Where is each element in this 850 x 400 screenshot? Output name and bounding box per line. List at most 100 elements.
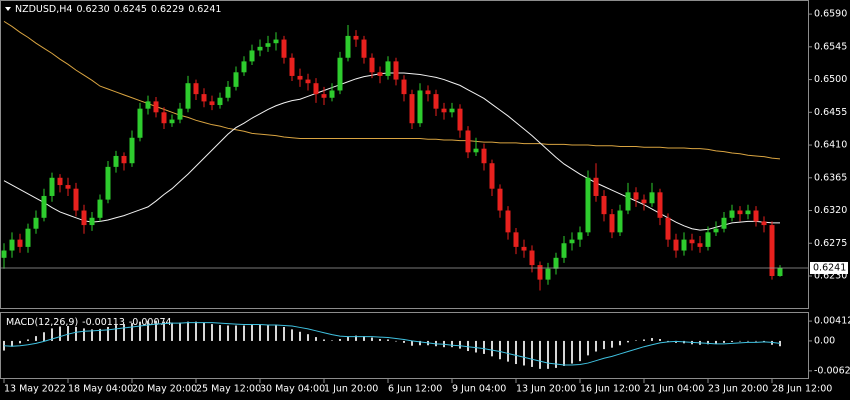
candle-body <box>713 228 719 233</box>
y-tick-label: 0.00 <box>814 335 835 346</box>
candle-body <box>233 72 239 87</box>
macd-bar <box>723 340 725 343</box>
macd-bar <box>395 340 397 342</box>
candle-body <box>593 177 599 196</box>
candle-body <box>89 217 95 226</box>
candle-body <box>329 90 335 98</box>
candle-body <box>177 108 183 120</box>
candle-body <box>745 210 751 215</box>
candle-body <box>73 188 79 211</box>
macd-bar <box>635 340 637 341</box>
candle-body <box>281 39 287 58</box>
macd-bar <box>331 340 333 341</box>
macd-bar <box>707 340 709 345</box>
candle-body <box>657 192 663 218</box>
macd-panel <box>0 312 809 379</box>
macd-bar <box>291 329 293 341</box>
candle-body <box>65 185 71 189</box>
candle-body <box>249 50 255 62</box>
y-tick-label: 0.6455 <box>814 107 847 118</box>
macd-bar <box>371 337 373 341</box>
macd-bar <box>587 340 589 356</box>
macd-bar <box>187 321 189 341</box>
macd-bar <box>475 340 477 353</box>
candle-body <box>409 94 415 124</box>
x-tick-label: 28 Jun 12:00 <box>772 384 832 395</box>
candle-body <box>353 35 359 40</box>
macd-bar <box>339 339 341 341</box>
macd-bar <box>139 321 141 341</box>
candle-body <box>505 210 511 233</box>
macd-bar <box>539 340 541 369</box>
x-tick-label: 21 Jun 04:00 <box>644 384 704 395</box>
candle-body <box>457 108 463 131</box>
y-tick-label: 0.6545 <box>814 41 847 52</box>
candle-body <box>553 257 559 269</box>
candle-body <box>649 192 655 204</box>
macd-bar <box>179 322 181 341</box>
candle-body <box>481 148 487 164</box>
high-label: 0.6245 <box>114 4 147 15</box>
candle-body <box>473 148 479 153</box>
macd-bar <box>307 334 309 341</box>
candle-body <box>321 94 327 98</box>
candle-body <box>721 217 727 229</box>
macd-bar <box>499 340 501 360</box>
candle-body <box>265 43 271 47</box>
candle-body <box>753 210 759 222</box>
macd-bar <box>603 340 605 350</box>
candle-body <box>145 101 151 109</box>
candle-body <box>385 61 391 76</box>
candle-body <box>377 72 383 76</box>
macd-bar <box>731 340 733 342</box>
candle-body <box>201 94 207 102</box>
macd-bar <box>715 340 717 344</box>
candle-body <box>9 239 15 251</box>
macd-bar <box>27 339 29 341</box>
macd-bar <box>75 326 77 341</box>
macd-bar <box>523 340 525 366</box>
macd-bar <box>667 340 669 342</box>
macd-bar <box>467 340 469 352</box>
candle-body <box>521 246 527 251</box>
macd-bar <box>123 324 125 341</box>
candle-body <box>681 239 687 251</box>
signal-line <box>3 322 781 366</box>
macd-bar <box>595 340 597 352</box>
macd-bar <box>643 339 645 341</box>
x-tick-label: 1 Jun 20:00 <box>324 384 378 395</box>
candle-body <box>729 210 735 218</box>
candle-body <box>241 61 247 73</box>
candle-body <box>513 232 519 247</box>
macd-bar <box>283 326 285 341</box>
candle-body <box>641 199 647 204</box>
macd-bar <box>451 340 453 348</box>
macd-bar <box>531 340 533 367</box>
macd-bar <box>659 339 661 341</box>
open-label: 0.6230 <box>76 4 109 15</box>
macd-bar <box>235 325 237 341</box>
moving-average <box>3 72 780 231</box>
x-tick-label: 20 May 20:00 <box>132 384 197 395</box>
y-tick-label: 0.6410 <box>814 140 847 151</box>
candle-body <box>337 57 343 91</box>
close-label: 0.6241 <box>188 4 221 15</box>
candle-body <box>705 232 711 247</box>
macd-bar <box>219 325 221 341</box>
macd-bar <box>43 332 45 341</box>
candle-body <box>545 268 551 280</box>
candle-body <box>465 130 471 153</box>
candle-body <box>625 192 631 211</box>
macd-bar <box>419 340 421 346</box>
candle-body <box>417 90 423 124</box>
candle-body <box>425 90 431 95</box>
candle-body <box>601 195 607 215</box>
x-tick-label: 6 Jun 12:00 <box>388 384 442 395</box>
candle-body <box>113 155 119 167</box>
macd-bar <box>211 324 213 341</box>
candle-body <box>401 79 407 95</box>
macd-value: -0.00113 <box>82 317 125 328</box>
candle-body <box>193 83 199 95</box>
